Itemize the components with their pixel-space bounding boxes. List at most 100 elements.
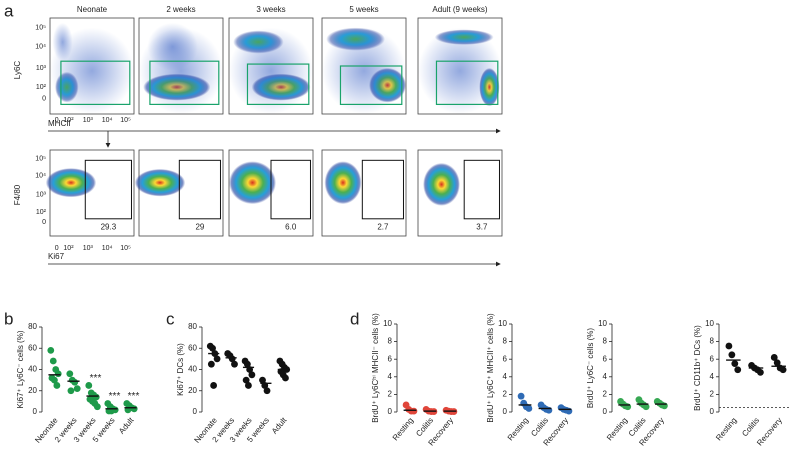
y-tick-label: 2	[710, 390, 715, 399]
x-tick-label: 0	[55, 245, 59, 252]
column-label: 5 weeks	[349, 5, 378, 14]
y-tick-label: 0	[503, 407, 508, 416]
gate	[246, 63, 310, 106]
dot	[517, 392, 525, 400]
y-tick-label: 10	[498, 319, 507, 328]
y-tick-label: 0	[603, 407, 608, 416]
dot	[73, 385, 81, 393]
x-tick-label: 10²	[63, 245, 74, 252]
dot	[410, 407, 418, 415]
y-tick-label: 10³	[36, 65, 47, 72]
dot	[525, 405, 533, 412]
y-tick-label: 8	[388, 337, 393, 346]
density	[45, 168, 97, 198]
dot	[282, 374, 289, 382]
y-axis-label: BrdU⁺ Ly6C⁺ MHCII⁺ cells (%)	[486, 313, 495, 423]
dot	[210, 382, 218, 389]
gate-value: 2.7	[377, 223, 389, 232]
y-tick-label: 20	[28, 386, 37, 395]
dot	[93, 403, 101, 411]
dot	[757, 369, 764, 376]
y-tick-label: 4	[388, 372, 393, 381]
dot	[53, 382, 61, 389]
column-label: Adult (9 weeks)	[432, 5, 487, 14]
x-tick-label: Resting	[506, 416, 530, 443]
y-tick-label: 8	[603, 337, 608, 346]
dot	[259, 376, 266, 384]
panel-label: c	[166, 309, 175, 328]
y-tick-label: 0	[710, 407, 715, 416]
y-tick-label: 40	[28, 365, 37, 374]
dot	[130, 405, 138, 413]
y-tick-label: 10²	[36, 84, 47, 91]
dot	[242, 376, 250, 384]
dot	[263, 387, 271, 395]
x-tick-label: 10³	[83, 117, 94, 124]
gate	[270, 159, 311, 220]
y-axis-label: BrdU⁺ Ly6C⁻ cells (%)	[586, 328, 595, 409]
y-tick-label: 6	[388, 354, 393, 363]
gate	[463, 159, 500, 220]
annotation: ***	[109, 391, 121, 402]
dot	[49, 357, 57, 365]
y-tick-label: 6	[503, 354, 508, 363]
y-tick-label: 20	[188, 386, 197, 395]
density	[139, 27, 223, 114]
annotation: ***	[90, 373, 102, 384]
dot	[770, 354, 778, 361]
x-tick-label: Adult	[270, 415, 289, 435]
gate	[84, 159, 132, 220]
dot	[67, 387, 75, 395]
y-tick-label: 4	[503, 372, 508, 381]
y-tick-label: 80	[28, 322, 37, 331]
dot	[248, 371, 256, 379]
density	[229, 161, 277, 205]
y-tick-label: 0	[42, 219, 46, 226]
dot	[243, 360, 251, 368]
column-label: Neonate	[77, 5, 108, 14]
gate	[361, 159, 404, 220]
dot	[85, 382, 93, 389]
dot	[642, 403, 650, 411]
y-tick-label: 10⁴	[35, 173, 46, 180]
y-tick-label: 8	[503, 337, 508, 346]
panel-label: b	[4, 309, 13, 328]
x-tick-label: Resting	[605, 416, 629, 443]
y-tick-label: 0	[33, 407, 38, 416]
dot	[725, 342, 733, 350]
x-tick-label: Resting	[714, 416, 738, 443]
y-tick-label: 10	[705, 319, 714, 328]
x-axis-label: MHCII	[48, 119, 71, 128]
y-tick-label: 2	[603, 390, 608, 399]
gate	[149, 60, 220, 106]
y-tick-label: 0	[388, 407, 393, 416]
x-tick-label: 10⁵	[120, 117, 131, 124]
dot	[51, 376, 58, 384]
y-tick-label: 10	[598, 319, 607, 328]
x-tick-label: 10⁴	[102, 245, 113, 252]
y-tick-label: 2	[503, 390, 508, 399]
x-tick-label: 10⁵	[120, 245, 131, 252]
dot	[734, 366, 742, 374]
dot	[71, 378, 79, 386]
y-tick-label: 60	[28, 343, 37, 352]
y-tick-label: 8	[710, 337, 715, 346]
x-tick-label: 10²	[63, 117, 74, 124]
density	[134, 168, 186, 197]
y-axis-label: BrdU⁺ CD11b⁺ DCs (%)	[693, 325, 702, 411]
panel-label: a	[4, 1, 14, 20]
density	[322, 27, 406, 114]
dot	[47, 346, 55, 354]
y-tick-label: 2	[388, 390, 393, 399]
x-axis-label: Ki67	[48, 252, 65, 261]
density	[50, 27, 134, 114]
y-tick-label: 10⁵	[35, 155, 46, 162]
density	[324, 161, 362, 205]
x-tick-label: 0	[55, 117, 59, 124]
y-tick-label: 4	[710, 372, 715, 381]
y-tick-label: 10⁵	[35, 24, 46, 31]
x-tick-label: 10³	[83, 245, 94, 252]
x-tick-label: Resting	[391, 416, 415, 443]
dot	[207, 360, 215, 368]
density	[423, 162, 460, 206]
